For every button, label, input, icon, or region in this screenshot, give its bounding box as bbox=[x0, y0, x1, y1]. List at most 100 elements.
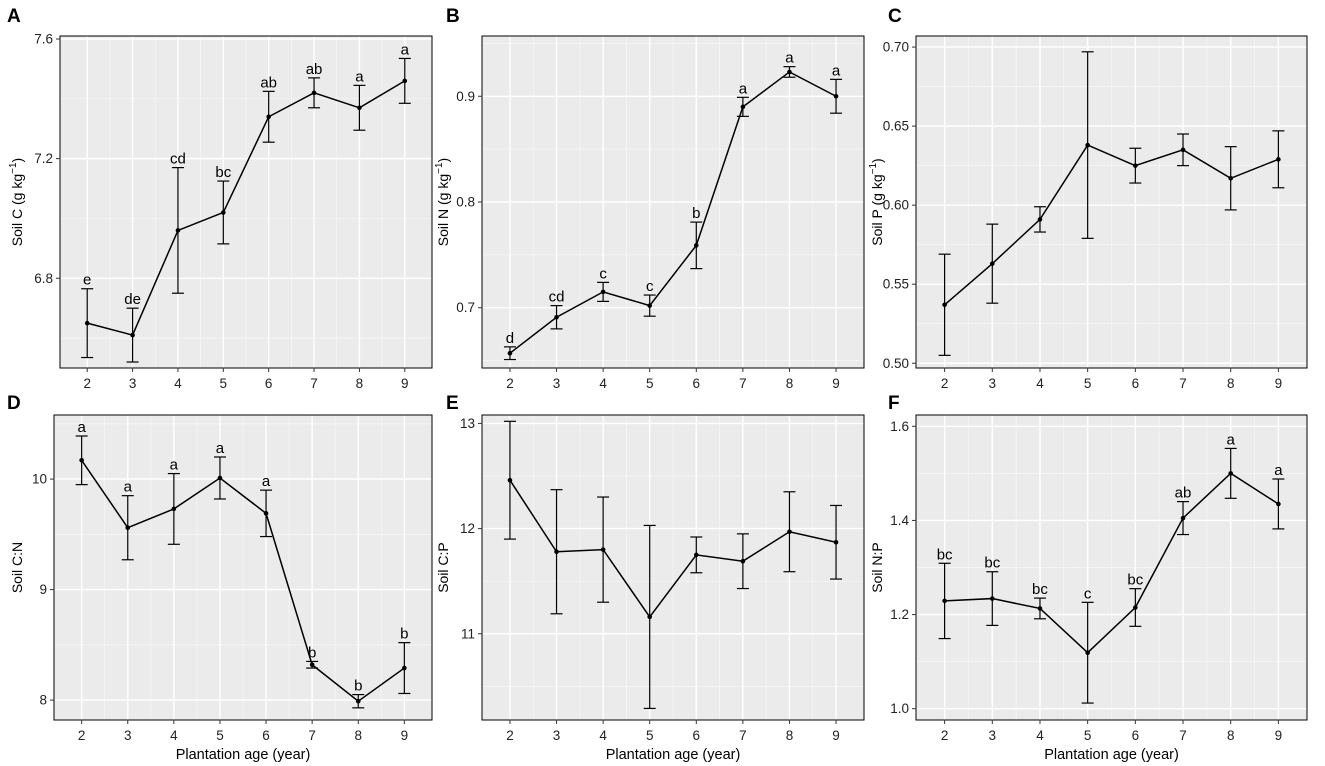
data-point bbox=[175, 228, 181, 233]
y-tick-label: 0.55 bbox=[883, 277, 909, 292]
significance-letter: e bbox=[83, 272, 91, 289]
y-tick-label: 10 bbox=[32, 472, 47, 487]
data-point bbox=[1276, 501, 1281, 507]
data-point bbox=[507, 477, 513, 483]
panel-d: D 2 3 4 5 6 7 8 9 8 9 10 Soil C:N Plantation age (yea… bbox=[7, 393, 433, 763]
x-tick-label: 3 bbox=[124, 728, 132, 743]
x-tick-label: 5 bbox=[646, 376, 654, 391]
x-tick-label: 7 bbox=[308, 728, 316, 743]
panel-a: A 2 3 4 5 6 7 8 9 6.8 7.2 7.6 Soil C (g kg−1) e de cd bc… bbox=[7, 6, 433, 391]
data-point bbox=[740, 558, 746, 564]
x-tick-label: 4 bbox=[174, 376, 182, 391]
x-tick-label: 6 bbox=[265, 376, 273, 391]
panel-tag: C bbox=[888, 6, 902, 27]
significance-letter: c bbox=[1084, 585, 1092, 602]
series-line bbox=[944, 144, 1279, 306]
significance-letter: ab bbox=[260, 74, 277, 91]
significance-letter: b bbox=[692, 205, 700, 222]
x-tick-label: 9 bbox=[832, 376, 840, 391]
y-tick-label: 0.50 bbox=[883, 356, 909, 371]
y-tick-label: 0.70 bbox=[883, 40, 909, 55]
data-point bbox=[942, 302, 947, 308]
x-tick-label: 6 bbox=[1132, 376, 1140, 391]
y-axis-label: Soil C:P bbox=[435, 542, 451, 593]
data-point bbox=[1276, 157, 1281, 162]
panel-border bbox=[481, 414, 865, 721]
x-tick-label: 8 bbox=[786, 728, 794, 743]
series-line bbox=[944, 472, 1279, 654]
y-axis-label: Soil C:N bbox=[9, 542, 25, 593]
y-tick-label: 0.60 bbox=[883, 198, 909, 213]
data-point bbox=[1085, 142, 1090, 148]
significance-letter: a bbox=[77, 419, 86, 436]
x-tick-label: 6 bbox=[262, 728, 270, 743]
significance-letter: cd bbox=[170, 151, 186, 168]
data-point bbox=[311, 90, 317, 96]
y-tick-label: 6.8 bbox=[34, 271, 53, 286]
panel-border bbox=[53, 414, 433, 721]
significance-letter: a bbox=[216, 440, 225, 457]
y-tick-label: 1.0 bbox=[890, 701, 909, 716]
data-point bbox=[600, 289, 606, 295]
data-point bbox=[1133, 163, 1138, 168]
y-tick-label: 8 bbox=[39, 693, 47, 708]
x-tick-label: 9 bbox=[401, 376, 409, 391]
data-point bbox=[79, 458, 84, 463]
y-tick-label: 13 bbox=[460, 416, 475, 431]
series-line bbox=[81, 459, 405, 703]
significance-letter: ab bbox=[306, 61, 323, 78]
data-point bbox=[740, 104, 746, 110]
x-tick-label: 6 bbox=[1132, 728, 1140, 743]
y-tick-label: 0.9 bbox=[456, 89, 475, 104]
y-tick-label: 9 bbox=[39, 582, 47, 597]
data-point bbox=[1037, 217, 1043, 222]
data-point bbox=[787, 529, 792, 535]
x-tick-label: 6 bbox=[693, 728, 701, 743]
significance-letter: c bbox=[646, 278, 654, 295]
significance-letter: de bbox=[124, 291, 141, 308]
x-tick-label: 5 bbox=[1084, 728, 1092, 743]
data-point bbox=[554, 314, 559, 320]
data-point bbox=[1180, 515, 1186, 521]
significance-letter: a bbox=[832, 62, 841, 79]
x-tick-label: 7 bbox=[739, 728, 747, 743]
significance-letter: a bbox=[401, 41, 410, 58]
x-tick-label: 4 bbox=[1036, 376, 1044, 391]
data-point bbox=[1228, 471, 1234, 476]
significance-letter: bc bbox=[215, 164, 231, 181]
significance-letter: a bbox=[355, 68, 364, 85]
significance-letter: a bbox=[170, 457, 179, 474]
x-axis-label: Plantation age (year) bbox=[176, 747, 311, 763]
series-line bbox=[509, 71, 837, 354]
x-tick-label: 3 bbox=[129, 376, 137, 391]
y-tick-label: 11 bbox=[461, 626, 475, 641]
data-point bbox=[402, 665, 407, 671]
data-point bbox=[125, 525, 131, 531]
data-point bbox=[942, 598, 947, 604]
panel-b: B 2 3 4 5 6 7 8 9 0.7 0.8 0.9 Soil N (g kg−1) d cd c c b a… bbox=[434, 6, 865, 391]
x-tick-label: 4 bbox=[1036, 728, 1044, 743]
y-tick-label: 0.65 bbox=[883, 119, 909, 134]
x-tick-label: 2 bbox=[506, 728, 514, 743]
data-point bbox=[221, 210, 226, 215]
data-point bbox=[989, 596, 995, 601]
data-point bbox=[833, 539, 839, 545]
data-point bbox=[989, 261, 995, 266]
y-axis-label: Soil P (g kg−1) bbox=[868, 158, 885, 245]
y-tick-label: 0.7 bbox=[456, 300, 475, 315]
y-tick-label: 12 bbox=[460, 521, 475, 536]
significance-letter: b bbox=[400, 626, 408, 643]
data-point bbox=[171, 506, 177, 512]
x-tick-label: 3 bbox=[989, 728, 997, 743]
significance-letter: c bbox=[599, 265, 607, 282]
data-point bbox=[1037, 606, 1043, 611]
panel-border bbox=[915, 414, 1308, 721]
panel-tag: A bbox=[7, 6, 21, 27]
x-axis-label: Plantation age (year) bbox=[1044, 747, 1179, 763]
x-tick-label: 6 bbox=[693, 376, 701, 391]
x-tick-label: 7 bbox=[310, 376, 318, 391]
significance-letter: bc bbox=[1127, 572, 1143, 589]
significance-letter: bc bbox=[1032, 581, 1048, 598]
x-tick-label: 2 bbox=[83, 376, 91, 391]
